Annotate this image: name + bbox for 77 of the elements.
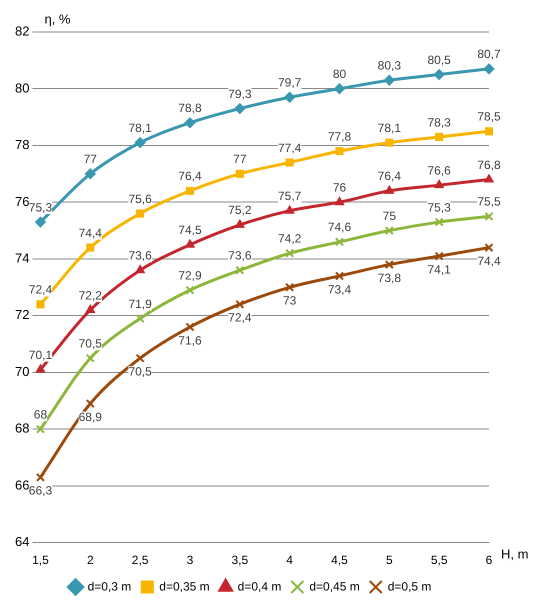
data-label: 73,8 <box>378 270 402 285</box>
data-label: 74,5 <box>178 223 202 238</box>
data-label: 74,1 <box>427 262 452 276</box>
y-tick-label: 78 <box>14 137 30 152</box>
x-tick-label: 2 <box>86 553 94 568</box>
data-label: 76 <box>332 180 346 195</box>
data-label: 66,3 <box>28 484 52 498</box>
y-tick-label: 76 <box>14 194 30 209</box>
y-tick-label: 64 <box>14 534 30 550</box>
x-tick-label: 1,5 <box>32 553 50 568</box>
y-tick-label: 82 <box>14 24 30 39</box>
legend-label: d=0,4 m <box>238 579 282 594</box>
data-label: 79,7 <box>278 76 302 90</box>
data-label: 75,7 <box>278 189 302 204</box>
data-label: 76,6 <box>427 163 452 178</box>
data-label: 77 <box>84 152 98 166</box>
data-label: 73,4 <box>328 282 352 296</box>
data-label: 68,9 <box>78 410 102 424</box>
legend-label: d=0,35 m <box>159 579 210 594</box>
data-label: 72,2 <box>78 288 102 302</box>
data-label: 78,8 <box>178 101 202 116</box>
data-label: 77,8 <box>328 129 352 144</box>
data-label: 70,1 <box>28 348 52 362</box>
data-label: 74,2 <box>278 232 302 246</box>
data-label: 78,5 <box>477 110 501 124</box>
data-label: 80,5 <box>427 52 452 67</box>
data-label: 72,4 <box>28 282 52 297</box>
data-label: 75,2 <box>228 203 252 218</box>
y-tick-label: 70 <box>14 364 30 379</box>
x-tick-label: 2,5 <box>132 553 149 568</box>
data-label: 75,3 <box>427 200 452 214</box>
x-tick-label: 4,5 <box>331 553 348 568</box>
data-label: 76,4 <box>178 169 202 184</box>
legend-label: d=0,5 m <box>388 579 432 594</box>
data-label: 80,7 <box>477 47 501 62</box>
x-tick-label: 4 <box>286 553 294 568</box>
data-label: 76,8 <box>477 158 501 172</box>
legend-label: d=0,45 m <box>309 579 360 594</box>
data-label: 75,3 <box>28 200 52 214</box>
data-label: 75 <box>382 208 396 223</box>
x-tick-label: 3 <box>186 553 194 568</box>
data-label: 79,3 <box>228 86 252 101</box>
x-axis-title: H, m <box>501 546 528 562</box>
data-label: 78,1 <box>378 120 402 135</box>
y-tick-label: 74 <box>14 250 30 266</box>
data-label: 73 <box>282 294 297 308</box>
x-tick-label: 6 <box>486 553 493 568</box>
data-label: 75,6 <box>128 192 152 206</box>
y-tick-label: 66 <box>14 477 30 492</box>
y-tick-label: 72 <box>14 307 30 322</box>
data-label: 73,6 <box>128 248 152 263</box>
y-tick-label: 80 <box>14 80 30 96</box>
data-label: 78,3 <box>427 115 452 130</box>
x-tick-label: 3,5 <box>231 553 248 568</box>
data-label: 80,3 <box>378 58 402 73</box>
data-label: 80 <box>332 67 346 82</box>
data-label: 77,4 <box>278 140 302 155</box>
y-tick-label: 68 <box>14 420 30 436</box>
data-label: 71,9 <box>128 296 152 311</box>
x-tick-label: 5 <box>386 553 393 568</box>
x-tick-label: 5,5 <box>430 553 448 568</box>
data-label: 68 <box>34 407 48 422</box>
data-label: 75,5 <box>477 194 501 209</box>
data-label: 70,5 <box>78 336 102 351</box>
data-label: 70,5 <box>128 364 152 379</box>
y-axis-title: η, % <box>44 12 71 27</box>
data-label: 74,4 <box>78 226 102 240</box>
legend-label: d=0,3 m <box>88 579 132 594</box>
data-label: 74,4 <box>477 254 501 268</box>
data-label: 77 <box>233 152 247 166</box>
data-label: 76,4 <box>378 169 402 184</box>
data-label: 72,9 <box>178 268 202 282</box>
data-label: 71,6 <box>178 333 202 348</box>
data-label: 73,6 <box>228 248 252 263</box>
data-label: 78,1 <box>128 120 152 135</box>
data-label: 72,4 <box>228 310 252 325</box>
data-label: 74,6 <box>328 220 352 234</box>
